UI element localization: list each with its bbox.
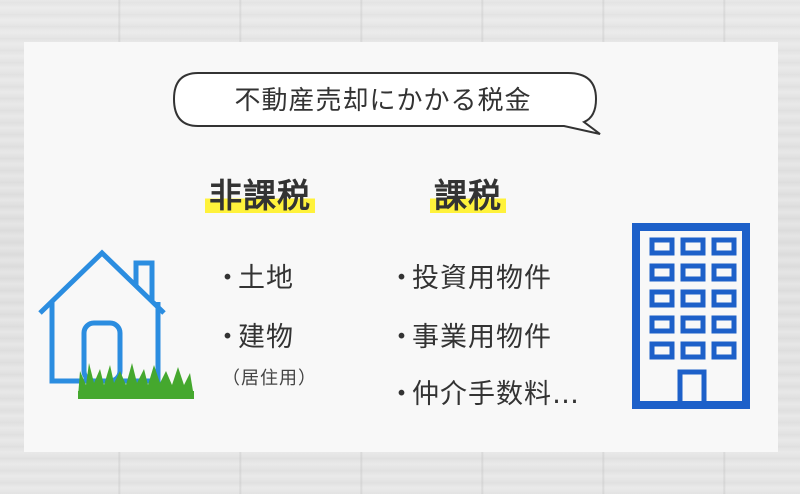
item-label: 土地 [238,263,294,294]
bullet: ・ [214,322,242,353]
building-icon [632,223,750,409]
taxable-heading: 課税 [430,176,506,216]
taxable-item: ・事業用物件 [388,315,552,354]
taxable-item: ・仲介手数料… [388,372,580,411]
non-taxable-item: ・土地 [214,256,294,295]
bullet: ・ [388,322,416,353]
house-icon [38,249,194,399]
grass-icon [78,363,194,397]
item-label: 事業用物件 [412,322,552,353]
page-title: 不動産売却にかかる税金 [234,85,532,116]
title-speech-bubble: 不動産売却にかかる税金 [168,70,618,138]
item-label: 仲介手数料… [412,379,580,410]
bullet: ・ [388,263,416,294]
non-taxable-heading: 非課税 [205,176,315,216]
item-label: 投資用物件 [412,263,552,294]
bullet: ・ [214,263,242,294]
item-label: 建物 [238,322,294,353]
residential-note: （居住用） [222,368,317,389]
taxable-item: ・投資用物件 [388,256,552,295]
bullet: ・ [388,379,416,410]
non-taxable-item: ・建物 [214,315,294,354]
